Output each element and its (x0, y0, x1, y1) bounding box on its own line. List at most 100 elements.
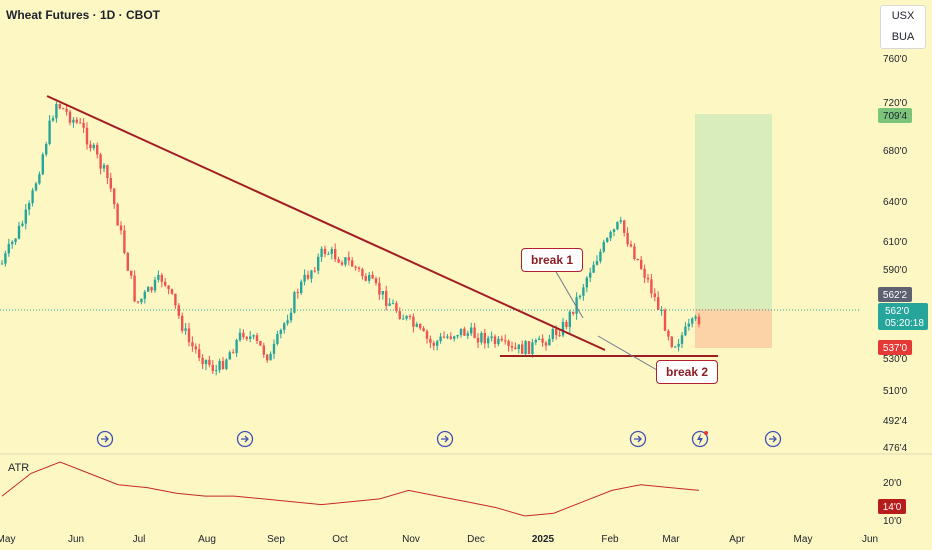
target-zone (695, 114, 772, 309)
candle-body (208, 359, 211, 365)
candle-body (272, 343, 276, 354)
candle-body (500, 338, 503, 341)
candle-body (405, 315, 408, 319)
candle-body (456, 335, 459, 337)
candle-body (147, 287, 150, 292)
candle-body (96, 144, 99, 155)
countdown-text: 05:20:18 (885, 318, 924, 329)
candle-body (466, 333, 469, 336)
candle-body (75, 119, 78, 123)
event-marker-icon[interactable] (436, 430, 454, 448)
candle-body (300, 281, 303, 294)
candle-body (398, 311, 401, 319)
candle-body (58, 104, 61, 109)
candle-body (85, 127, 89, 145)
candle-body (538, 338, 541, 340)
candle-body (337, 259, 340, 263)
candle-body (449, 336, 452, 339)
candle-body (72, 119, 75, 123)
candle-body (521, 344, 524, 354)
candle-body (238, 332, 242, 341)
candle-body (293, 292, 296, 313)
candle-body (14, 238, 17, 242)
candle-body (463, 328, 466, 336)
candle-body (354, 266, 357, 268)
candle-body (544, 342, 548, 346)
prev-close-text: 562'2 (883, 290, 908, 301)
candle-body (677, 343, 680, 347)
candle-body (425, 331, 429, 339)
candle-body (497, 338, 500, 344)
price-axis-tick: 492'4 (883, 416, 908, 427)
candle-body (408, 315, 412, 317)
candle-body (470, 327, 473, 334)
candle-body (429, 338, 432, 343)
current-price-tag (878, 303, 928, 330)
event-marker-icon[interactable] (96, 430, 114, 448)
candle-body (266, 354, 269, 361)
candle-body (368, 274, 371, 281)
event-marker-icon[interactable] (236, 430, 254, 448)
candle-body (609, 231, 612, 239)
stop-zone (695, 309, 772, 348)
candle-body (626, 232, 629, 245)
candle-body (327, 253, 330, 255)
candle-body (41, 154, 44, 175)
candle-body (344, 257, 347, 265)
time-axis-tick: Sep (267, 534, 285, 545)
time-axis-tick: Nov (402, 534, 420, 545)
currency-secondary[interactable]: BUA (891, 31, 915, 43)
candle-body (599, 251, 602, 262)
candle-body (602, 241, 605, 252)
price-axis-tick: 610'0 (883, 237, 908, 248)
candle-body (17, 225, 21, 239)
candle-body (633, 246, 636, 259)
candle-body (548, 338, 551, 346)
candle-body (187, 328, 191, 343)
candle-body (432, 342, 435, 346)
currency-selector[interactable]: USX BUA (880, 5, 926, 49)
candle-body (357, 267, 361, 270)
candle-body (534, 339, 537, 343)
break2-callout[interactable]: break 2 (656, 360, 719, 384)
break1-callout[interactable]: break 1 (521, 248, 584, 272)
time-axis-tick: Aug (198, 534, 216, 545)
candle-body (585, 277, 588, 288)
candle-body (629, 244, 633, 247)
candle-body (572, 311, 575, 314)
candle-body (218, 360, 221, 371)
candle-body (606, 238, 609, 242)
candle-body (116, 204, 119, 226)
candle-body (150, 287, 153, 291)
price-axis-tick: 530'0 (883, 354, 908, 365)
candle-body (317, 256, 320, 271)
candle-body (663, 309, 667, 331)
event-marker-icon[interactable] (629, 430, 647, 448)
candle-body (102, 165, 106, 169)
candle-body (232, 352, 235, 354)
candle-body (589, 272, 592, 278)
candle-body (612, 229, 616, 232)
price-axis-tick: 640'0 (883, 197, 908, 208)
candle-body (106, 165, 109, 179)
candle-body (303, 274, 306, 282)
candle-body (296, 292, 299, 294)
price-axis-tick: 680'0 (883, 146, 908, 157)
lightning-event-icon[interactable] (691, 430, 709, 448)
time-axis-tick: Dec (467, 534, 485, 545)
currency-primary[interactable]: USX (891, 10, 915, 22)
candle-body (249, 336, 252, 339)
candle-body (153, 279, 157, 291)
candle-body (561, 321, 565, 336)
candle-body (381, 290, 384, 295)
candle-body (320, 248, 323, 257)
candle-body (259, 340, 262, 346)
candle-body (667, 330, 670, 337)
descending-trendline (46, 95, 606, 351)
candle-body (167, 285, 170, 290)
atr-label: ATR (8, 462, 30, 474)
candle-body (504, 340, 507, 342)
candle-body (283, 323, 286, 330)
event-marker-icon[interactable] (764, 430, 782, 448)
